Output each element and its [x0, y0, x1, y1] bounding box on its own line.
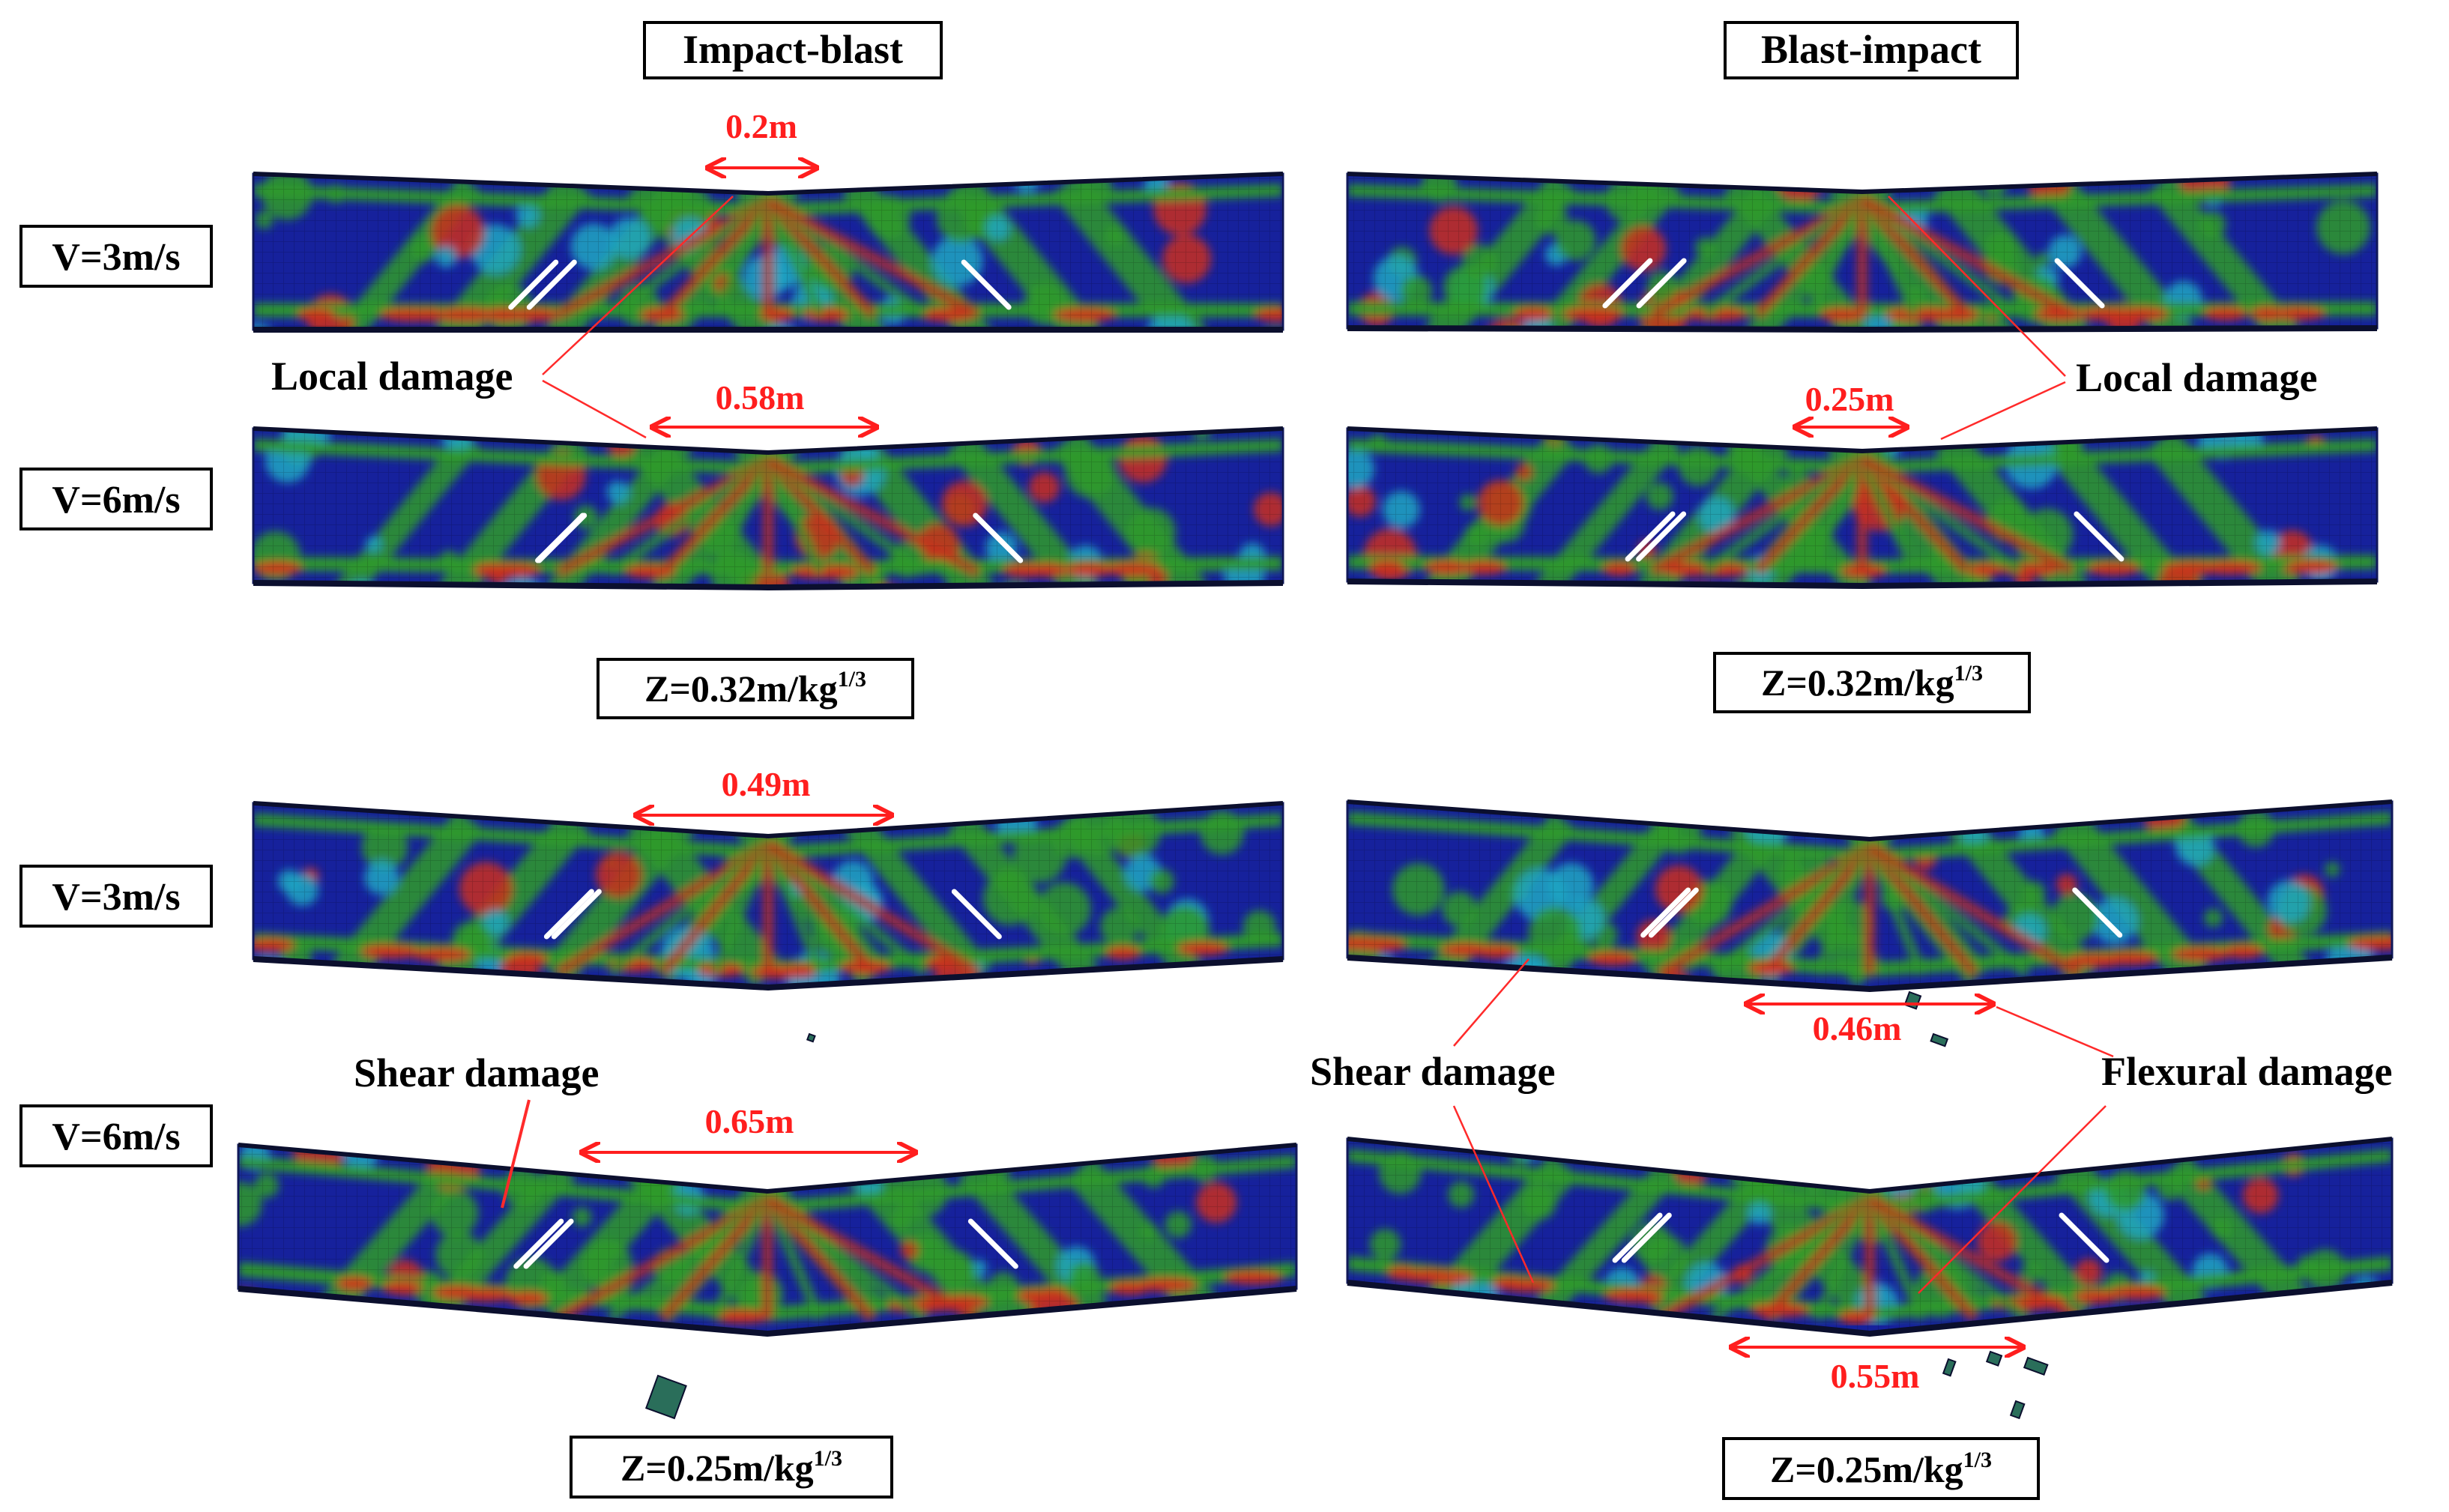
local-damage-left-annotation: Local damage [271, 196, 734, 439]
svg-text:V=3m/s: V=3m/s [52, 876, 180, 919]
measure-br-v3: 0.46m [1746, 1004, 1993, 1047]
measure-tl-v6: 0.58m [652, 378, 877, 427]
svg-text:V=6m/s: V=6m/s [52, 1116, 180, 1158]
beam-blast-impact-z025-v3 [1346, 799, 2394, 993]
beam-impact-blast-z032-v6 [252, 426, 1284, 591]
svg-text:V=6m/s: V=6m/s [52, 479, 180, 521]
svg-text:0.58m: 0.58m [716, 378, 805, 417]
left-column-title: Impact-blast [643, 21, 943, 79]
beam-impact-blast-z025-v6 [237, 1143, 1298, 1337]
svg-text:0.65m: 0.65m [705, 1102, 794, 1140]
scaled-distance-label-left-top: Z=0.32m/kg1/3 [597, 658, 914, 719]
local-damage-right-annotation: Local damage [1888, 196, 2317, 441]
shear-damage-right-annotation: Shear damage [1310, 958, 1556, 1283]
velocity-label-top-v3: V=3m/s [19, 225, 213, 288]
svg-text:Z=0.25m/kg1/3: Z=0.25m/kg1/3 [620, 1446, 842, 1489]
svg-text:Shear damage: Shear damage [354, 1050, 600, 1095]
beam-impact-blast-z032-v3 [252, 172, 1284, 333]
beam-blast-impact-z025-v6 [1346, 1137, 2394, 1337]
measure-bl-v3: 0.49m [635, 765, 892, 815]
svg-text:Z=0.32m/kg1/3: Z=0.32m/kg1/3 [1761, 661, 1983, 704]
velocity-label-bottom-v6: V=6m/s [19, 1104, 213, 1167]
svg-text:Local damage: Local damage [2076, 355, 2317, 400]
beam-blast-impact-z032-v6 [1346, 426, 2379, 590]
svg-text:Flexural damage: Flexural damage [2101, 1049, 2392, 1094]
flexural-damage-annotation: Flexural damage [1918, 1006, 2392, 1294]
svg-text:Local damage: Local damage [271, 354, 513, 399]
scaled-distance-label-right-top: Z=0.32m/kg1/3 [1713, 652, 2031, 713]
scaled-distance-label-right-bottom: Z=0.25m/kg1/3 [1722, 1437, 2040, 1500]
shear-damage-left-annotation: Shear damage [354, 1050, 600, 1209]
svg-text:0.2m: 0.2m [725, 107, 797, 145]
svg-text:0.46m: 0.46m [1813, 1009, 1902, 1047]
svg-text:0.25m: 0.25m [1805, 380, 1894, 418]
velocity-label-top-v6: V=6m/s [19, 468, 213, 530]
svg-text:Z=0.25m/kg1/3: Z=0.25m/kg1/3 [1770, 1448, 1992, 1490]
svg-text:Blast-impact: Blast-impact [1761, 27, 1981, 72]
measure-bl-v6: 0.65m [582, 1102, 916, 1152]
beam-impact-blast-z025-v3 [252, 801, 1284, 991]
measure-br-v6: 0.55m [1731, 1347, 2023, 1395]
svg-text:Impact-blast: Impact-blast [683, 27, 903, 72]
beam-contour-panels [237, 172, 2394, 1420]
svg-text:0.49m: 0.49m [722, 765, 811, 803]
svg-text:Shear damage: Shear damage [1310, 1049, 1556, 1094]
scaled-distance-label-left-bottom: Z=0.25m/kg1/3 [570, 1436, 893, 1499]
damage-length-measurements: 0.2m 0.58m 0.25m 0.49m 0.65m 0.46m 0.55m [582, 107, 2023, 1395]
debris-fragments [644, 991, 2049, 1420]
measure-tl-v3: 0.2m [707, 107, 817, 168]
svg-text:Z=0.32m/kg1/3: Z=0.32m/kg1/3 [644, 667, 866, 710]
svg-text:0.55m: 0.55m [1831, 1357, 1920, 1395]
svg-text:V=3m/s: V=3m/s [52, 236, 180, 279]
measure-tr-v6: 0.25m [1795, 380, 1907, 427]
right-column-title: Blast-impact [1724, 21, 2019, 79]
velocity-label-bottom-v3: V=3m/s [19, 865, 213, 928]
beam-blast-impact-z032-v3 [1346, 172, 2379, 333]
